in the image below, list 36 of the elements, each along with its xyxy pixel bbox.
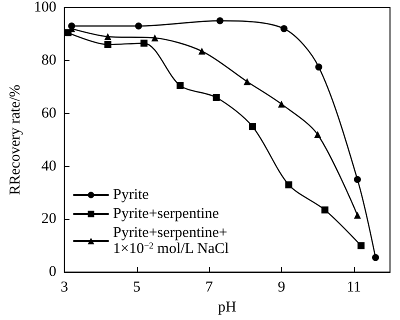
point <box>249 123 256 130</box>
legend-label: Pyrite <box>113 187 150 203</box>
y-tick-label: 100 <box>34 0 56 16</box>
point <box>216 17 224 24</box>
point <box>212 94 220 101</box>
point <box>280 25 288 32</box>
x-tick-label: 7 <box>205 280 214 296</box>
y-axis-title: RRecovery rate/% <box>8 84 24 195</box>
x-tick-label: 5 <box>133 280 141 296</box>
point <box>104 33 112 40</box>
x-axis-title: pH <box>218 300 237 316</box>
point <box>354 176 361 183</box>
point <box>372 254 380 262</box>
point <box>358 242 365 250</box>
y-tick-label: 0 <box>48 264 56 280</box>
point <box>135 22 142 30</box>
y-tick-label: 40 <box>41 158 56 174</box>
legend-label: Pyrite+serpentine <box>113 206 220 222</box>
point <box>176 82 184 90</box>
y-tick-label: 60 <box>41 105 56 122</box>
point <box>140 40 148 47</box>
x-tick-label: 11 <box>346 280 362 296</box>
point <box>315 64 322 71</box>
point <box>278 100 285 108</box>
point <box>285 181 292 188</box>
point <box>354 212 361 219</box>
point <box>314 131 322 138</box>
y-tick-label: 80 <box>41 52 56 68</box>
point <box>151 34 158 42</box>
point <box>244 78 251 86</box>
point <box>104 41 112 48</box>
x-tick-label: 9 <box>278 280 286 296</box>
y-tick-label: 20 <box>41 211 56 228</box>
x-tick-label: 3 <box>60 280 68 296</box>
point <box>321 206 328 214</box>
point <box>198 48 206 55</box>
